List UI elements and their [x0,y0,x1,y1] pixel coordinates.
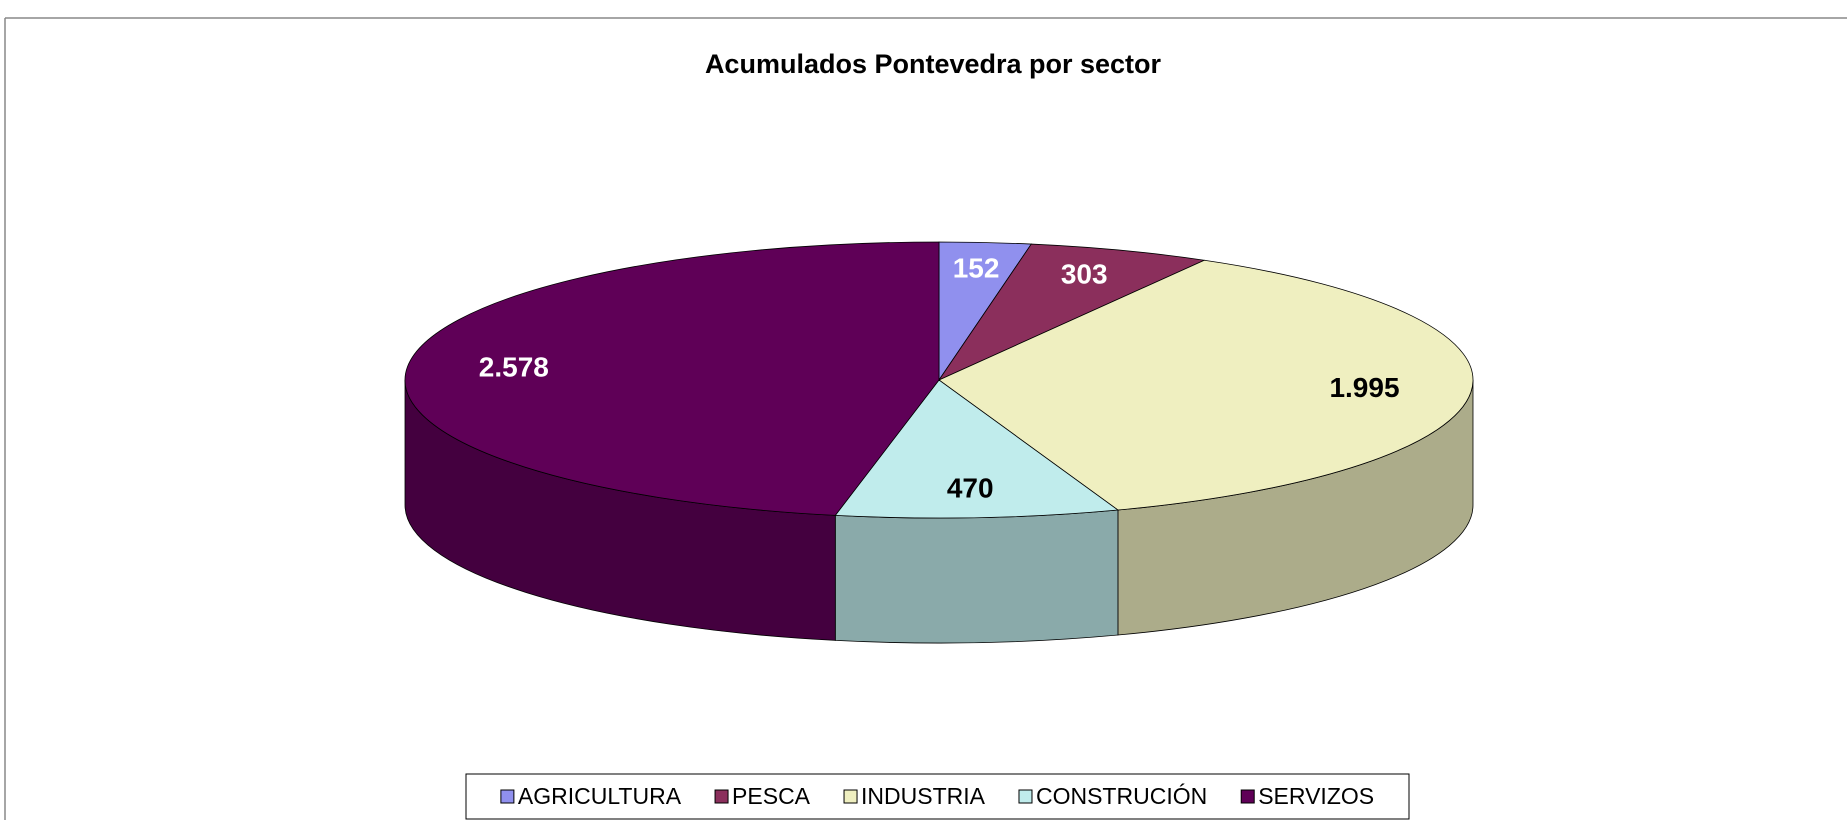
legend-label: CONSTRUCIÓN [1036,783,1207,809]
data-label: 1.995 [1329,372,1399,403]
pie-slice [834,379,1120,519]
legend-swatch [714,789,729,804]
legend-label: SERVIZOS [1258,783,1374,809]
data-label: 470 [947,472,994,503]
legend: AGRICULTURA PESCA INDUSTRIA CONSTRUCIÓN SERV… [465,773,1410,820]
legend-label: INDUSTRIA [861,783,986,809]
pie: 152 303 1.995 470 2.578 [404,241,1474,644]
pie-slice [404,241,940,516]
data-label: 152 [953,252,1000,283]
legend-swatch [1018,789,1033,804]
legend-label: AGRICULTURA [518,783,682,809]
data-label: 2.578 [479,352,549,383]
legend-label: PESCA [732,783,811,809]
legend-swatch [843,789,858,804]
legend-swatch [500,789,515,804]
pie-slice [937,243,1206,381]
pie-slice [938,259,1474,511]
pie-side [834,509,1119,644]
data-label: 303 [1061,259,1108,290]
legend-swatch [1240,789,1255,804]
chart-title: Acumulados Pontevedra por sector [705,49,1162,79]
